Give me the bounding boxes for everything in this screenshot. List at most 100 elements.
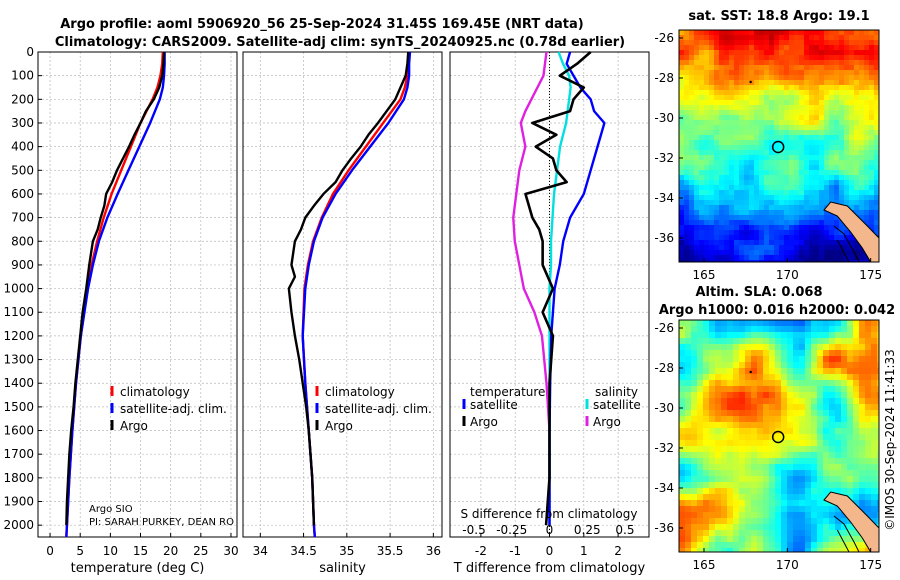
map-cell <box>769 506 776 513</box>
map-cell <box>729 150 735 156</box>
map-cell <box>805 380 812 387</box>
map-cell <box>789 110 795 116</box>
map-cell <box>814 110 820 116</box>
map-cell <box>719 240 725 246</box>
map-cell <box>699 165 705 171</box>
map-cell <box>859 380 866 387</box>
map-cell <box>703 362 710 369</box>
map-cell <box>859 150 865 156</box>
map-cell <box>839 250 845 256</box>
map-x-tick-label: 165 <box>693 268 716 282</box>
map-cell <box>864 200 870 206</box>
map-y-tick-label: -30 <box>654 401 674 415</box>
map-cell <box>834 160 840 166</box>
map-cell <box>844 125 850 131</box>
map-cell <box>685 524 692 531</box>
map-cell <box>694 95 700 101</box>
map-cell <box>739 536 746 543</box>
map-cell <box>729 135 735 141</box>
map-cell <box>859 452 866 459</box>
map-cell <box>829 470 836 477</box>
map-cell <box>691 440 698 447</box>
map-cell <box>824 190 830 196</box>
map-cell <box>709 140 715 146</box>
map-cell <box>787 374 794 381</box>
map-cell <box>769 344 776 351</box>
map-cell <box>819 90 825 96</box>
map-cell <box>703 422 710 429</box>
map-cell <box>805 350 812 357</box>
map-cell <box>829 446 836 453</box>
map-cell <box>817 344 824 351</box>
map-cell <box>781 548 788 553</box>
map-cell <box>814 160 820 166</box>
map-cell <box>869 185 875 191</box>
map-cell <box>739 488 746 495</box>
map-cell <box>789 140 795 146</box>
map-cell <box>781 368 788 375</box>
map-cell <box>834 215 840 221</box>
map-cell <box>874 145 880 151</box>
map-cell <box>685 476 692 483</box>
map-cell <box>811 524 818 531</box>
map-cell <box>835 332 842 339</box>
map-cell <box>805 428 812 435</box>
map-cell <box>703 494 710 501</box>
map-cell <box>764 240 770 246</box>
map-cell <box>823 542 830 549</box>
map-cell <box>787 338 794 345</box>
map-cell <box>823 464 830 471</box>
map-cell <box>764 255 770 261</box>
map-cell <box>871 410 878 417</box>
map-cell <box>823 476 830 483</box>
map-cell <box>733 356 740 363</box>
map-cell <box>739 500 746 507</box>
map-cell <box>835 458 842 465</box>
map-cell <box>724 110 730 116</box>
map-cell <box>854 260 860 263</box>
map-cell <box>854 50 860 56</box>
map-cell <box>769 85 775 91</box>
map-cell <box>684 135 690 141</box>
map-cell <box>679 250 685 256</box>
map-cell <box>859 404 866 411</box>
map-cell <box>853 440 860 447</box>
map-cell <box>829 350 836 357</box>
map-cell <box>779 195 785 201</box>
map-cell <box>697 326 704 333</box>
map-cell <box>751 458 758 465</box>
map-cell <box>709 110 715 116</box>
map-cell <box>691 344 698 351</box>
map-cell <box>775 482 782 489</box>
map-cell <box>859 362 866 369</box>
map-cell <box>699 245 705 251</box>
map-cell <box>721 368 728 375</box>
map-cell <box>715 524 722 531</box>
map-cell <box>799 180 805 186</box>
map-cell <box>811 458 818 465</box>
map-cell <box>869 80 875 86</box>
map-cell <box>684 50 690 56</box>
map-cell <box>769 170 775 176</box>
map-cell <box>769 530 776 537</box>
map-cell <box>721 350 728 357</box>
map-cell <box>811 542 818 549</box>
map-cell <box>844 65 850 71</box>
map-cell <box>849 250 855 256</box>
x-tick-label: 36 <box>426 544 441 558</box>
map-cell <box>799 398 806 405</box>
map-cell <box>865 476 872 483</box>
map-cell <box>859 195 865 201</box>
map-cell <box>829 155 835 161</box>
map-cell <box>824 70 830 76</box>
map-cell <box>793 320 800 327</box>
map-cell <box>784 65 790 71</box>
map-cell <box>764 205 770 211</box>
map-cell <box>865 362 872 369</box>
map-cell <box>877 482 880 489</box>
map-cell <box>814 60 820 66</box>
map-cell <box>763 368 770 375</box>
map-cell <box>809 240 815 246</box>
map-cell <box>719 40 725 46</box>
map-cell <box>759 165 765 171</box>
